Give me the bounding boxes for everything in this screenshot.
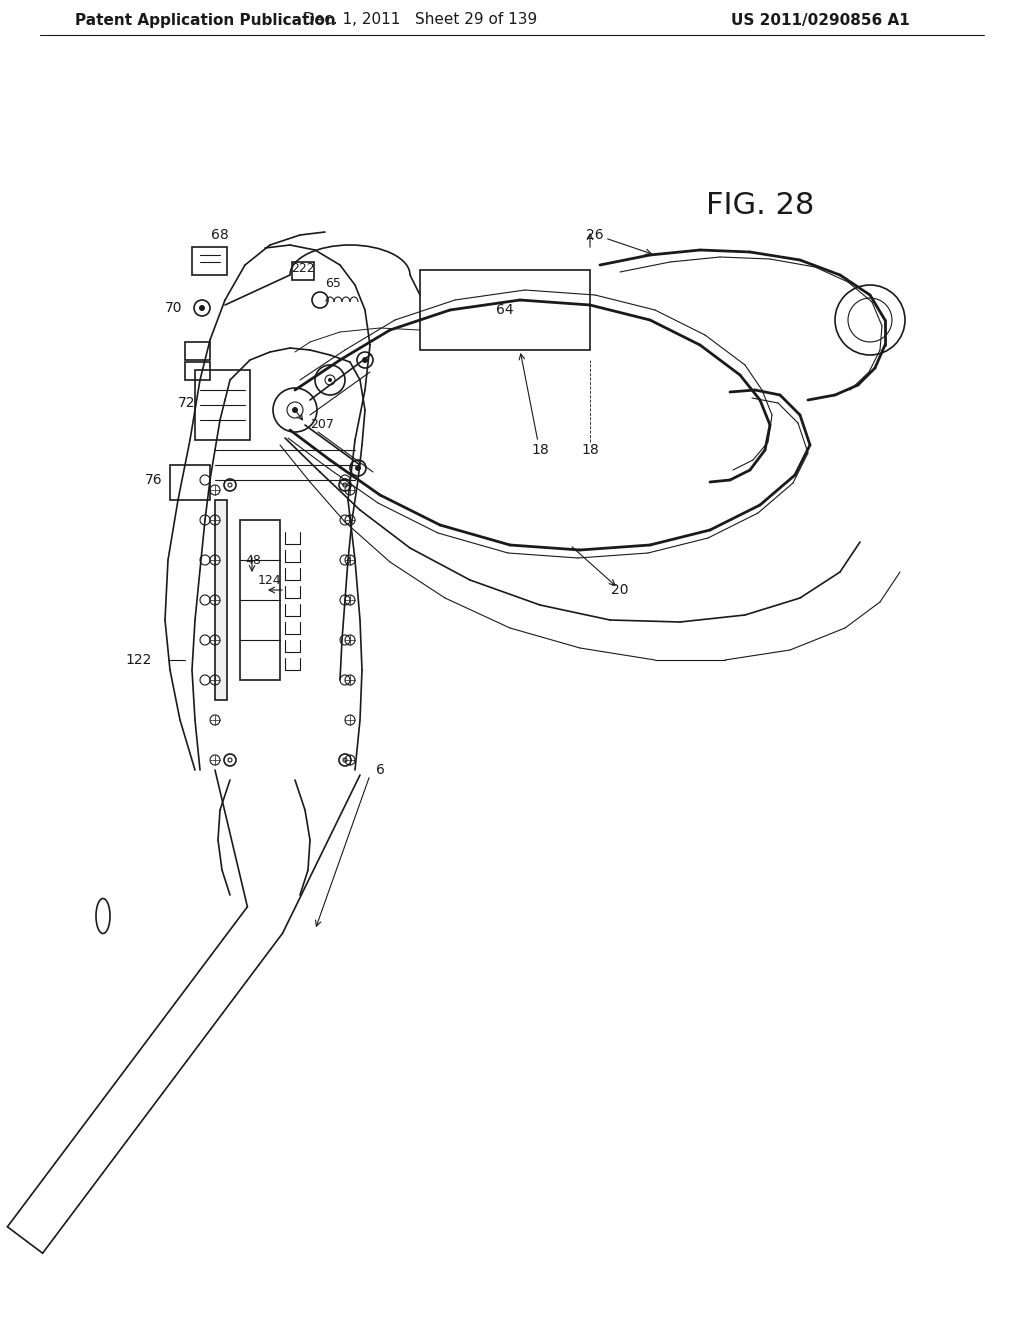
Bar xyxy=(185,342,210,360)
Circle shape xyxy=(292,407,298,413)
Text: 207: 207 xyxy=(310,418,334,432)
Circle shape xyxy=(328,378,332,381)
Text: 64: 64 xyxy=(497,304,514,317)
Text: 18: 18 xyxy=(531,444,549,457)
Bar xyxy=(215,500,227,700)
Text: 124: 124 xyxy=(258,573,282,586)
Text: 222: 222 xyxy=(291,263,314,276)
Circle shape xyxy=(362,356,368,363)
Text: 65: 65 xyxy=(325,277,341,290)
Text: FIG. 28: FIG. 28 xyxy=(706,190,814,219)
Bar xyxy=(170,465,210,500)
Bar xyxy=(240,520,280,680)
Bar xyxy=(292,261,314,280)
Text: 26: 26 xyxy=(586,228,604,242)
Bar xyxy=(185,362,210,380)
Text: 48: 48 xyxy=(245,553,261,566)
Bar xyxy=(195,370,250,440)
Text: Dec. 1, 2011   Sheet 29 of 139: Dec. 1, 2011 Sheet 29 of 139 xyxy=(303,12,538,28)
Text: 6: 6 xyxy=(376,763,384,777)
Text: 122: 122 xyxy=(126,653,152,667)
Bar xyxy=(193,247,227,275)
Text: US 2011/0290856 A1: US 2011/0290856 A1 xyxy=(731,12,909,28)
Text: 70: 70 xyxy=(165,301,182,315)
Text: 18: 18 xyxy=(582,444,599,457)
Text: 20: 20 xyxy=(611,583,629,597)
Text: 72: 72 xyxy=(177,396,195,411)
Circle shape xyxy=(355,465,361,471)
Text: 68: 68 xyxy=(211,228,229,242)
Text: 76: 76 xyxy=(144,473,162,487)
Circle shape xyxy=(199,305,205,312)
Text: Patent Application Publication: Patent Application Publication xyxy=(75,12,336,28)
Bar xyxy=(420,271,590,350)
